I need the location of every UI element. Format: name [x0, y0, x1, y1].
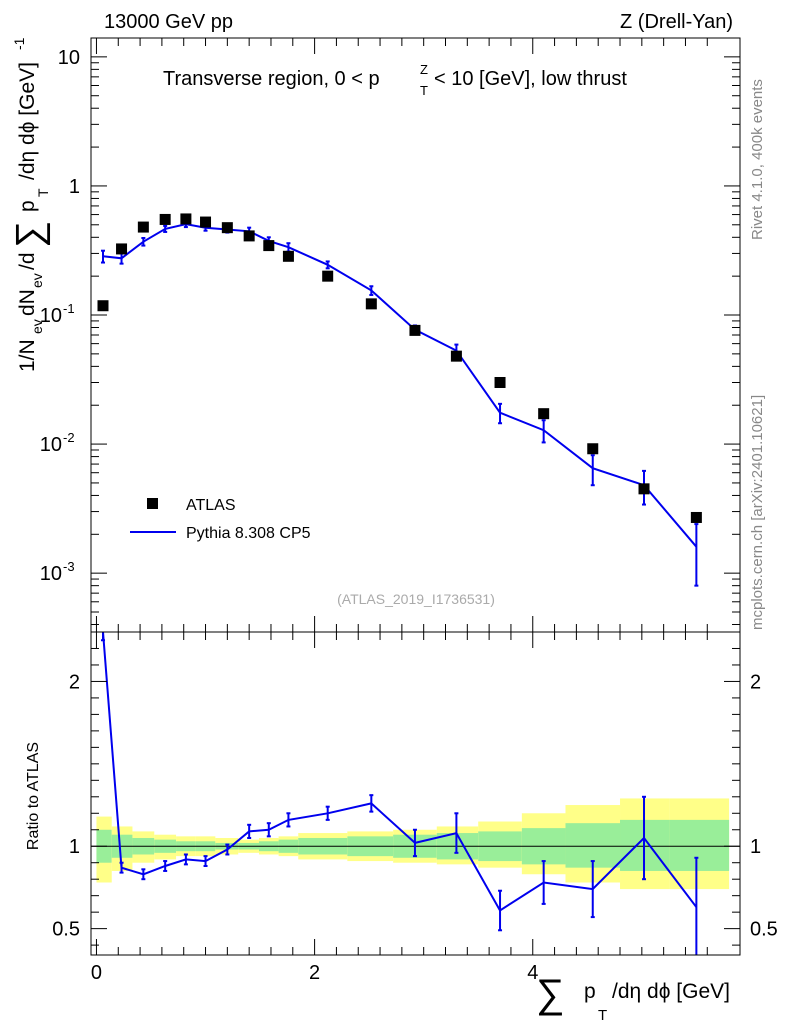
- main-panel-content: [97, 213, 702, 587]
- atlas-point: [538, 408, 550, 420]
- ratio-panel-frame: 2 2 1 1 0.5 0.5 0 2 4: [52, 631, 778, 984]
- ratio-y-tick-label-right: 0.5: [750, 919, 778, 941]
- svg-text:/dη dϕ [GeV]: /dη dϕ [GeV]: [612, 980, 730, 1003]
- svg-text:1/N: 1/N: [16, 339, 39, 372]
- y-tick-label: 1: [69, 176, 80, 198]
- atlas-point: [97, 300, 109, 312]
- atlas-point: [180, 213, 192, 225]
- ratio-y-tick-label-right: 2: [750, 671, 761, 693]
- svg-text:ev: ev: [29, 273, 45, 288]
- legend-atlas-marker: [147, 498, 158, 509]
- svg-text:/dη dϕ [GeV]: /dη dϕ [GeV]: [16, 62, 39, 180]
- svg-text:p: p: [584, 980, 596, 1003]
- svg-text:p: p: [16, 200, 39, 212]
- svg-text:ev: ev: [29, 319, 45, 334]
- atlas-point: [638, 483, 650, 495]
- atlas-point: [282, 250, 294, 262]
- x-tick-label: 4: [527, 962, 538, 984]
- y-tick-label: 10: [58, 47, 80, 69]
- atlas-point: [494, 376, 506, 388]
- ratio-y-axis-label: Ratio to ATLAS: [25, 742, 42, 850]
- svg-text:T: T: [35, 188, 51, 197]
- y-tick-label: 10: [40, 563, 62, 585]
- svg-text:dN: dN: [16, 289, 39, 316]
- atlas-point: [587, 443, 599, 455]
- svg-text:∑: ∑: [536, 972, 565, 1016]
- analysis-id: (ATLAS_2019_I1736531): [337, 591, 495, 607]
- mcplots-label: mcplots.cern.ch [arXiv:2401.10621]: [749, 395, 766, 630]
- x-tick-label: 2: [309, 962, 320, 984]
- atlas-point: [159, 213, 171, 225]
- plot-title: Transverse region, 0 < p Z T < 10 [GeV],…: [163, 62, 627, 98]
- atlas-point: [137, 221, 149, 233]
- atlas-point: [690, 511, 702, 523]
- atlas-point: [221, 222, 233, 234]
- y-tick-label-exp: -2: [63, 430, 75, 445]
- y-tick-label-exp: -1: [63, 301, 75, 316]
- atlas-point: [365, 298, 377, 310]
- atlas-point: [322, 270, 334, 282]
- svg-text:∑: ∑: [9, 221, 51, 248]
- x-axis-label: ∑ p T /dη dϕ [GeV]: [536, 972, 730, 1024]
- atlas-point: [263, 240, 275, 252]
- svg-text:/d: /d: [16, 252, 39, 270]
- atlas-point: [409, 324, 421, 336]
- ratio-y-tick-label-right: 1: [750, 836, 761, 858]
- ratio-y-tick-label: 1: [69, 836, 80, 858]
- legend-pythia-label: Pythia 8.308 CP5: [186, 525, 311, 542]
- y-tick-label-exp: -3: [63, 559, 75, 574]
- atlas-point: [116, 243, 128, 255]
- atlas-point: [243, 230, 255, 242]
- ratio-y-tick-label: 2: [69, 671, 80, 693]
- svg-text:Transverse region, 0 < p: Transverse region, 0 < p: [163, 68, 380, 90]
- ratio-stat-band: [669, 819, 730, 871]
- y-tick-label: 10: [40, 305, 62, 327]
- rivet-label: Rivet 4.1.0, 400k events: [749, 79, 766, 240]
- x-tick-label: 0: [91, 962, 102, 984]
- svg-text:T: T: [420, 83, 428, 98]
- header-left: 13000 GeV pp: [104, 11, 233, 33]
- ratio-frame-border: [90, 631, 741, 956]
- main-y-axis-label: 1/N ev dN ev /d ∑ p T /dη dϕ [GeV] -1: [9, 37, 51, 372]
- ratio-panel-content: [91, 631, 740, 955]
- atlas-point: [450, 350, 462, 362]
- atlas-point: [200, 216, 212, 228]
- svg-text:< 10 [GeV], low thrust: < 10 [GeV], low thrust: [434, 68, 627, 90]
- ratio-y-tick-label: 0.5: [52, 919, 80, 941]
- legend-atlas-label: ATLAS: [186, 497, 236, 514]
- legend: ATLAS Pythia 8.308 CP5: [130, 497, 311, 542]
- svg-text:T: T: [598, 1007, 607, 1024]
- svg-text:Z: Z: [420, 62, 428, 77]
- svg-text:-1: -1: [11, 37, 27, 50]
- header-right: Z (Drell-Yan): [620, 11, 733, 33]
- y-tick-label: 10: [40, 434, 62, 456]
